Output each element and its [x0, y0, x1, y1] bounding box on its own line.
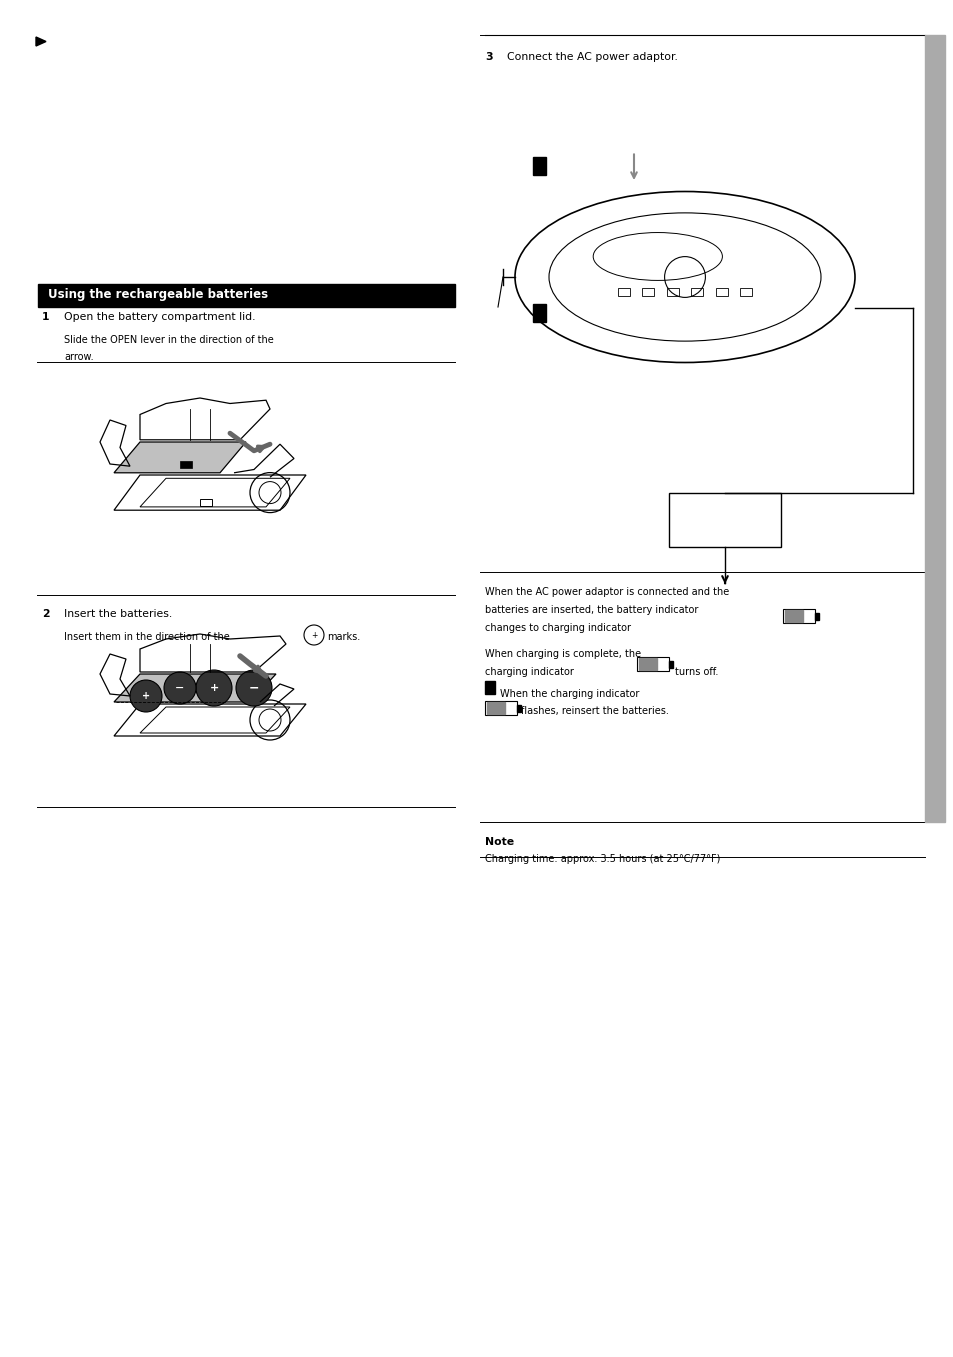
Text: marks.: marks. [327, 632, 360, 642]
Text: Slide the OPEN lever in the direction of the: Slide the OPEN lever in the direction of… [64, 335, 274, 345]
Text: 2: 2 [42, 609, 50, 619]
Bar [782, 609, 814, 623]
Bar [484, 681, 495, 693]
Bar [715, 288, 727, 296]
Polygon shape [113, 442, 246, 472]
Text: batteries are inserted, the battery indicator: batteries are inserted, the battery indi… [484, 605, 698, 615]
Polygon shape [113, 674, 275, 702]
Text: Using the rechargeable batteries: Using the rechargeable batteries [48, 288, 268, 301]
Text: 3: 3 [484, 52, 492, 62]
Bar [666, 288, 678, 296]
Text: Note: Note [484, 837, 514, 847]
Text: Connect the AC power adaptor.: Connect the AC power adaptor. [506, 52, 678, 62]
Text: −: − [249, 681, 259, 695]
Text: charging indicator: charging indicator [484, 668, 574, 677]
Bar [533, 157, 545, 175]
Text: When charging is complete, the: When charging is complete, the [484, 649, 640, 660]
Bar [814, 612, 818, 620]
Text: turns off.: turns off. [675, 668, 718, 677]
Text: Charging time: approx. 3.5 hours (at 25°C/77°F): Charging time: approx. 3.5 hours (at 25°… [484, 854, 720, 864]
Text: When the AC power adaptor is connected and the: When the AC power adaptor is connected a… [484, 588, 728, 597]
Text: Open the battery compartment lid.: Open the battery compartment lid. [64, 312, 255, 322]
Bar [484, 702, 517, 715]
Bar [641, 288, 654, 296]
Text: arrow.: arrow. [64, 351, 93, 362]
Text: Insert them in the direction of the: Insert them in the direction of the [64, 632, 230, 642]
Bar [668, 493, 781, 547]
Text: +: + [142, 691, 150, 702]
Bar [784, 611, 801, 622]
Text: flashes, reinsert the batteries.: flashes, reinsert the batteries. [520, 706, 668, 716]
Bar [533, 304, 545, 322]
Text: When the charging indicator: When the charging indicator [499, 689, 639, 699]
Bar [618, 288, 629, 296]
Text: Insert the batteries.: Insert the batteries. [64, 609, 172, 619]
Bar [637, 657, 668, 670]
Text: +: + [311, 631, 316, 639]
Text: +: + [209, 683, 218, 693]
Bar [517, 704, 520, 711]
Bar [38, 284, 455, 307]
Bar [180, 460, 192, 468]
Bar [200, 499, 212, 506]
Bar [740, 288, 751, 296]
Text: 1: 1 [42, 312, 50, 322]
Bar [924, 35, 944, 822]
Circle shape [235, 670, 272, 706]
Circle shape [195, 670, 232, 706]
Bar [639, 658, 656, 670]
Bar [691, 288, 702, 296]
Bar [668, 661, 672, 668]
Bar [486, 702, 504, 714]
Text: changes to charging indicator: changes to charging indicator [484, 623, 630, 632]
Polygon shape [36, 37, 46, 46]
Circle shape [130, 680, 162, 712]
Text: −: − [175, 683, 185, 693]
Circle shape [164, 672, 195, 704]
